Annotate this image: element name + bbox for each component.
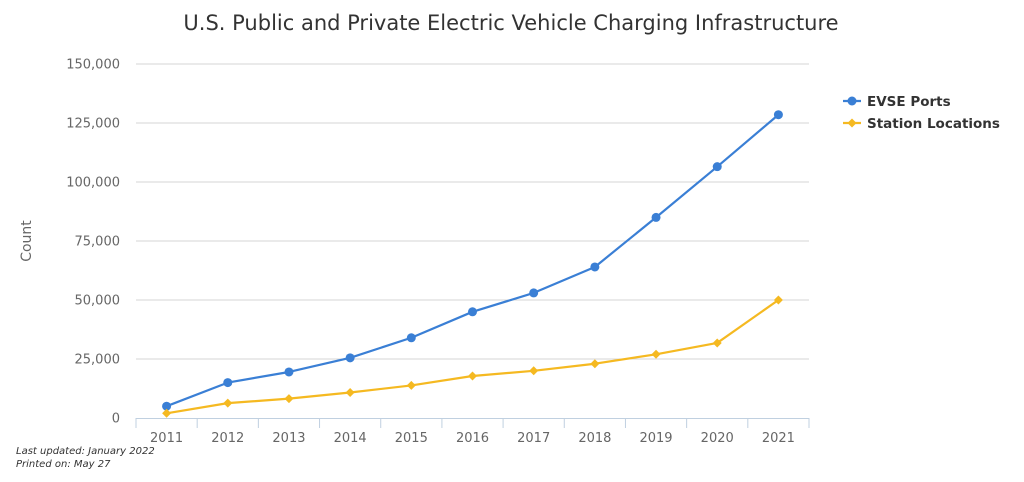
series-line-1 [166, 299, 780, 415]
data-point[interactable] [651, 212, 661, 222]
y-tick-label: 100,000 [66, 176, 120, 191]
legend-marker [847, 96, 857, 106]
x-axis: 2011 2012 2013 2014 2015 2016 2017 2018 2019 2020… [135, 418, 810, 446]
x-tick-label: 2021 [762, 431, 795, 446]
x-tick-label: 2011 [150, 431, 183, 446]
data-point[interactable] [345, 353, 355, 363]
y-tick-label: 150,000 [66, 58, 120, 73]
chart-title: U.S. Public and Private Electric Vehicle… [183, 11, 838, 35]
x-tick-label: 2014 [334, 431, 367, 446]
gridlines [136, 63, 809, 360]
x-tick-label: 2013 [272, 431, 305, 446]
data-point[interactable] [712, 162, 722, 172]
data-point[interactable] [468, 307, 477, 317]
series-group [162, 110, 783, 418]
x-tick-label: 2012 [211, 431, 244, 446]
data-point[interactable] [651, 349, 661, 359]
data-point[interactable] [712, 338, 722, 348]
legend-item-0[interactable]: EVSE Ports [843, 94, 951, 110]
legend-marker [847, 118, 857, 128]
last-updated-note: Last updated: January 2022 [16, 446, 155, 457]
data-point[interactable] [223, 378, 233, 388]
x-tick-label: 2018 [578, 431, 611, 446]
x-tick-label: 2019 [639, 431, 672, 446]
data-point[interactable] [773, 110, 783, 120]
data-point[interactable] [406, 333, 416, 343]
data-point[interactable] [529, 366, 539, 376]
data-point[interactable] [406, 380, 416, 390]
x-tick-label: 2016 [456, 431, 489, 446]
y-tick-label: 25,000 [75, 353, 121, 368]
data-point[interactable] [223, 398, 233, 408]
y-axis-ticks: 0 25,000 50,000 75,000 100,000 125,000 150,000 [66, 58, 120, 427]
x-tick-label: 2017 [517, 431, 550, 446]
y-axis-label: Count [19, 220, 35, 262]
x-tick-label: 2020 [701, 431, 734, 446]
x-tick-label: 2015 [395, 431, 428, 446]
legend-item-1[interactable]: Station Locations [843, 116, 1000, 132]
y-tick-label: 75,000 [75, 235, 121, 250]
data-point[interactable] [162, 401, 172, 411]
data-point[interactable] [162, 408, 172, 418]
series-line-0 [166, 113, 780, 408]
legend[interactable]: EVSE Ports Station Locations [843, 94, 1000, 132]
data-point[interactable] [345, 388, 355, 398]
data-point[interactable] [468, 371, 477, 381]
data-point[interactable] [773, 295, 783, 305]
y-tick-label: 125,000 [66, 117, 120, 132]
data-point[interactable] [590, 359, 600, 369]
printed-on-note: Printed on: May 27 [16, 459, 111, 470]
data-point[interactable] [284, 394, 294, 404]
y-tick-label: 0 [112, 412, 120, 427]
data-point[interactable] [529, 288, 539, 298]
legend-label: EVSE Ports [867, 94, 951, 110]
legend-label: Station Locations [867, 116, 1000, 132]
data-point[interactable] [590, 262, 600, 272]
y-tick-label: 50,000 [75, 294, 121, 309]
data-point[interactable] [284, 367, 294, 377]
